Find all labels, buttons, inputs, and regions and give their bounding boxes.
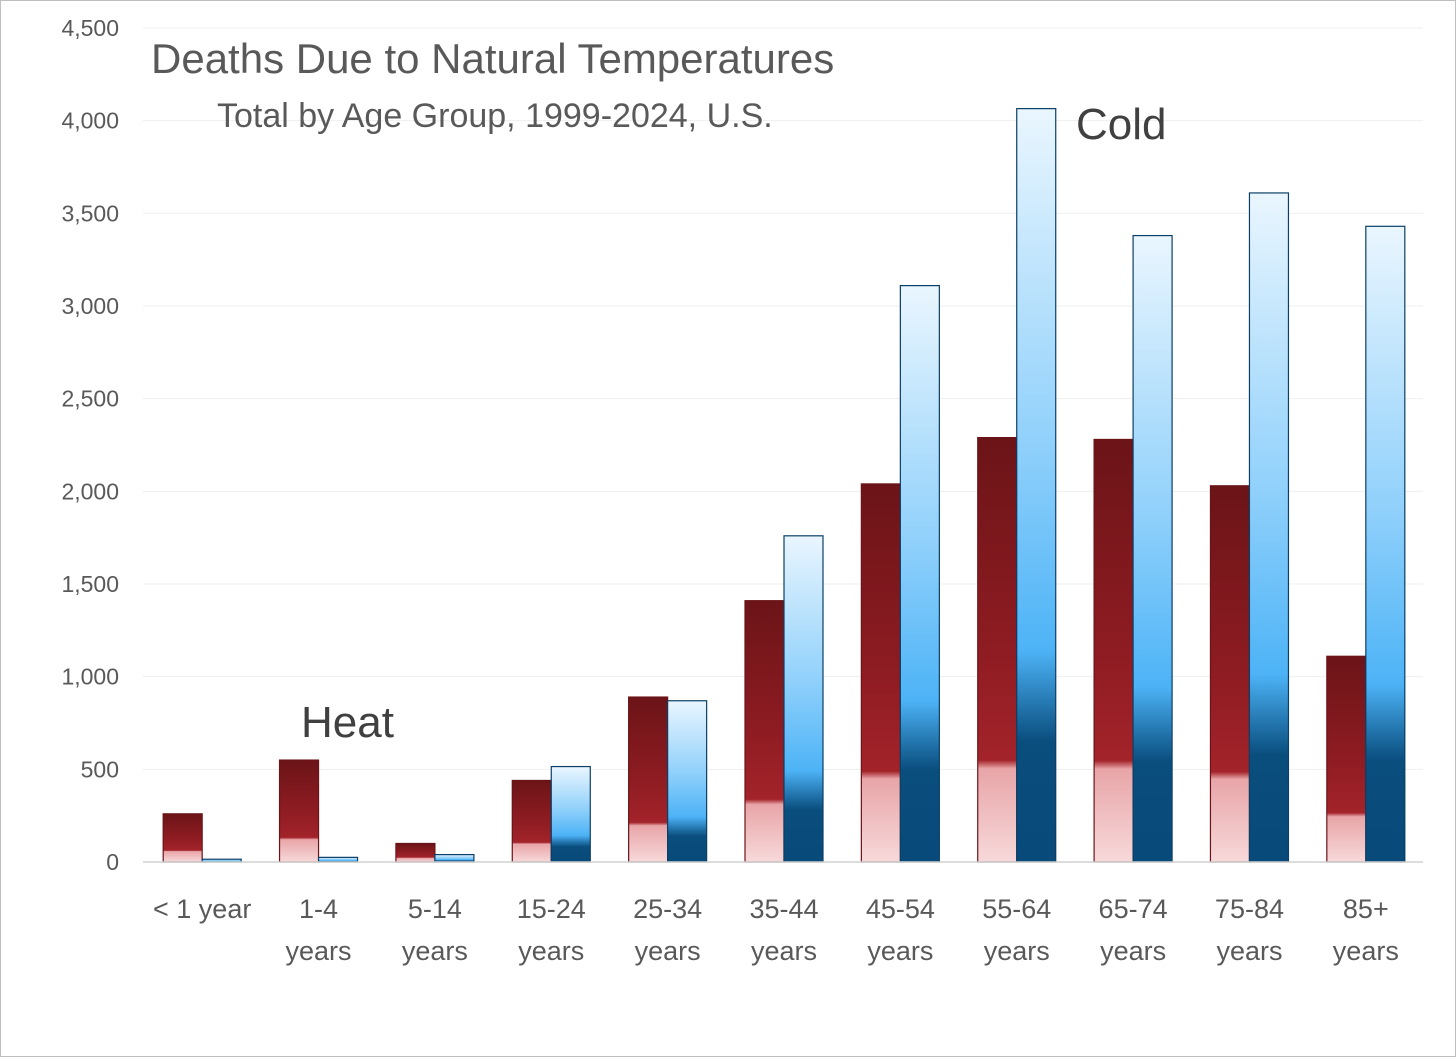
x-tick-label: 15-24 years xyxy=(517,894,586,966)
heat-bar xyxy=(744,600,785,863)
heat-series-label: Heat xyxy=(301,698,394,747)
cold-bar xyxy=(434,853,475,863)
x-tick-label: < 1 year xyxy=(153,894,251,924)
heat-bar xyxy=(977,436,1018,863)
cold-bar xyxy=(1248,192,1290,863)
chart-title: Deaths Due to Natural Temperatures xyxy=(151,35,834,82)
y-tick-label: 1,000 xyxy=(61,664,119,690)
x-tick-label: 25-34 years xyxy=(633,894,702,966)
y-tick-label: 2,500 xyxy=(61,386,119,412)
cold-bar xyxy=(667,700,708,863)
x-tick-label: 45-54 years xyxy=(866,894,935,966)
y-tick-label: 4,000 xyxy=(61,108,119,134)
heat-bar xyxy=(1209,485,1251,863)
chart-subtitle: Total by Age Group, 1999-2024, U.S. xyxy=(217,97,773,135)
cold-bar xyxy=(1132,234,1173,863)
x-tick-label: 85+ years xyxy=(1333,894,1399,966)
y-tick-label: 1,500 xyxy=(61,571,119,597)
y-tick-label: 500 xyxy=(81,756,119,782)
cold-bar xyxy=(783,535,824,863)
x-tick-label: 65-74 years xyxy=(1099,894,1168,966)
y-tick-label: 3,500 xyxy=(61,200,119,226)
y-tick-label: 2,000 xyxy=(61,478,119,504)
heat-bar xyxy=(1326,655,1367,863)
y-tick-label: 0 xyxy=(106,849,119,875)
cold-bar xyxy=(1365,225,1406,863)
heat-bar xyxy=(395,842,436,863)
cold-series-label: Cold xyxy=(1076,100,1167,149)
x-tick-label: 1-4 years xyxy=(286,894,352,966)
cold-bar xyxy=(899,285,940,863)
x-tick-label: 75-84 years xyxy=(1215,894,1284,966)
cold-bar xyxy=(550,765,591,863)
heat-bar xyxy=(860,483,901,863)
heat-bar xyxy=(628,696,669,863)
y-tick-label: 4,500 xyxy=(61,15,119,41)
heat-bar xyxy=(278,759,320,863)
x-tick-label: 35-44 years xyxy=(749,894,818,966)
heat-bar xyxy=(162,813,203,863)
cold-bar xyxy=(1016,108,1057,863)
x-tick-label: 55-64 years xyxy=(982,894,1051,966)
x-tick-label: 5-14 years xyxy=(402,894,468,966)
y-tick-label: 3,000 xyxy=(61,293,119,319)
heat-bar xyxy=(1093,438,1134,863)
heat-bar xyxy=(511,779,552,863)
